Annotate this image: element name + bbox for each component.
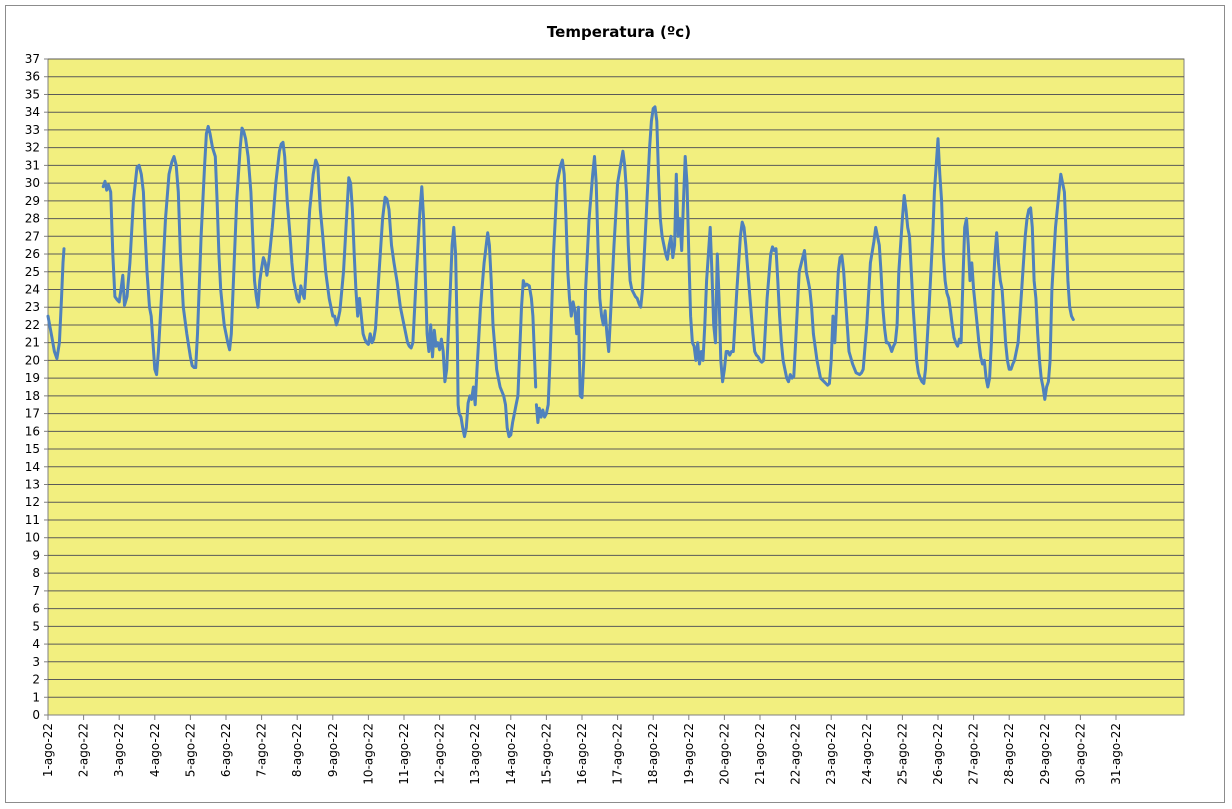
y-tick-label: 27 bbox=[25, 229, 40, 243]
temperature-line-segment bbox=[46, 247, 66, 361]
chart-title: Temperatura (ºc) bbox=[547, 23, 691, 41]
x-tick-label: 24-ago-22 bbox=[860, 723, 874, 785]
x-tick-label: 4-ago-22 bbox=[148, 723, 162, 777]
y-tick-label: 5 bbox=[32, 619, 40, 633]
temperature-series bbox=[46, 105, 1075, 439]
x-tick-label: 11-ago-22 bbox=[397, 723, 411, 785]
x-tick-label: 2-ago-22 bbox=[77, 723, 91, 777]
y-tick-label: 4 bbox=[32, 637, 40, 651]
x-tick-label: 18-ago-22 bbox=[646, 723, 660, 785]
y-tick-label: 16 bbox=[25, 424, 40, 438]
x-tick-label: 20-ago-22 bbox=[717, 723, 731, 785]
y-tick-label: 12 bbox=[25, 495, 40, 509]
y-tick-label: 37 bbox=[25, 52, 40, 66]
y-tick-label: 32 bbox=[25, 141, 40, 155]
x-tick-label: 13-ago-22 bbox=[468, 723, 482, 785]
x-tick-label: 19-ago-22 bbox=[682, 723, 696, 785]
x-tick-label: 31-ago-22 bbox=[1109, 723, 1123, 785]
y-tick-label: 31 bbox=[25, 158, 40, 172]
x-tick-label: 16-ago-22 bbox=[575, 723, 589, 785]
y-tick-label: 20 bbox=[25, 353, 40, 367]
y-tick-label: 18 bbox=[25, 389, 40, 403]
x-tick-label: 21-ago-22 bbox=[753, 723, 767, 785]
y-tick-label: 36 bbox=[25, 70, 40, 84]
y-tick-label: 25 bbox=[25, 265, 40, 279]
y-tick-label: 13 bbox=[25, 478, 40, 492]
temperature-line-segment bbox=[101, 124, 538, 439]
x-tick-label: 8-ago-22 bbox=[290, 723, 304, 777]
x-tick-label: 17-ago-22 bbox=[611, 723, 625, 785]
x-tick-label: 25-ago-22 bbox=[895, 723, 909, 785]
chart-frame: Temperatura (ºc) 0 1 2 3 4 5 6 7 8 9 10 11 12 13 14 15 1… bbox=[5, 5, 1225, 803]
y-tick-label: 19 bbox=[25, 371, 40, 385]
y-tick-label: 6 bbox=[32, 602, 40, 616]
y-tick-label: 30 bbox=[25, 176, 40, 190]
y-tick-label: 26 bbox=[25, 247, 40, 261]
y-tick-label: 3 bbox=[32, 655, 40, 669]
y-tick-label: 15 bbox=[25, 442, 40, 456]
x-tick-label: 5-ago-22 bbox=[183, 723, 197, 777]
y-tick-label: 35 bbox=[25, 87, 40, 101]
y-tick-label: 33 bbox=[25, 123, 40, 137]
y-tick-label: 1 bbox=[32, 690, 40, 704]
y-tick-label: 9 bbox=[32, 548, 40, 562]
y-tick-label: 2 bbox=[32, 673, 40, 687]
x-tick-label: 27-ago-22 bbox=[967, 723, 981, 785]
grid-lines bbox=[48, 58, 1184, 698]
x-tick-label: 9-ago-22 bbox=[326, 723, 340, 777]
x-tick-label: 30-ago-22 bbox=[1073, 723, 1087, 785]
x-axis: 1-ago-22 2-ago-22 3-ago-22 4-ago-22 5-ago-22… bbox=[41, 714, 1184, 785]
x-tick-label: 29-ago-22 bbox=[1038, 723, 1052, 785]
plot-area bbox=[47, 58, 1185, 716]
y-tick-label: 0 bbox=[32, 708, 40, 722]
x-tick-label: 3-ago-22 bbox=[112, 723, 126, 777]
x-tick-label: 15-ago-22 bbox=[539, 723, 553, 785]
y-tick-label: 7 bbox=[32, 584, 40, 598]
y-tick-label: 11 bbox=[25, 513, 40, 527]
x-tick-label: 22-ago-22 bbox=[789, 723, 803, 785]
x-tick-label: 14-ago-22 bbox=[504, 723, 518, 785]
y-axis: 0123456789101112131415161718192021222324… bbox=[25, 52, 48, 722]
y-tick-label: 34 bbox=[25, 105, 40, 119]
x-tick-label: 7-ago-22 bbox=[255, 723, 269, 777]
y-tick-label: 17 bbox=[25, 407, 40, 421]
y-tick-label: 28 bbox=[25, 212, 40, 226]
y-tick-label: 23 bbox=[25, 300, 40, 314]
y-tick-label: 29 bbox=[25, 194, 40, 208]
y-tick-label: 8 bbox=[32, 566, 40, 580]
x-tick-label: 1-ago-22 bbox=[41, 723, 55, 777]
x-tick-label: 23-ago-22 bbox=[824, 723, 838, 785]
y-tick-label: 21 bbox=[25, 336, 40, 350]
temperature-line-segment bbox=[534, 105, 1075, 424]
x-tick-label: 10-ago-22 bbox=[361, 723, 375, 785]
y-tick-label: 22 bbox=[25, 318, 40, 332]
x-tick-label: 12-ago-22 bbox=[433, 723, 447, 785]
x-tick-label: 26-ago-22 bbox=[931, 723, 945, 785]
y-tick-label: 10 bbox=[25, 531, 40, 545]
x-tick-label: 28-ago-22 bbox=[1002, 723, 1016, 785]
y-tick-label: 14 bbox=[25, 460, 40, 474]
y-tick-label: 24 bbox=[25, 282, 40, 296]
x-tick-label: 6-ago-22 bbox=[219, 723, 233, 777]
temperature-chart: Temperatura (ºc) 01234567891011121314151… bbox=[25, 23, 1185, 785]
